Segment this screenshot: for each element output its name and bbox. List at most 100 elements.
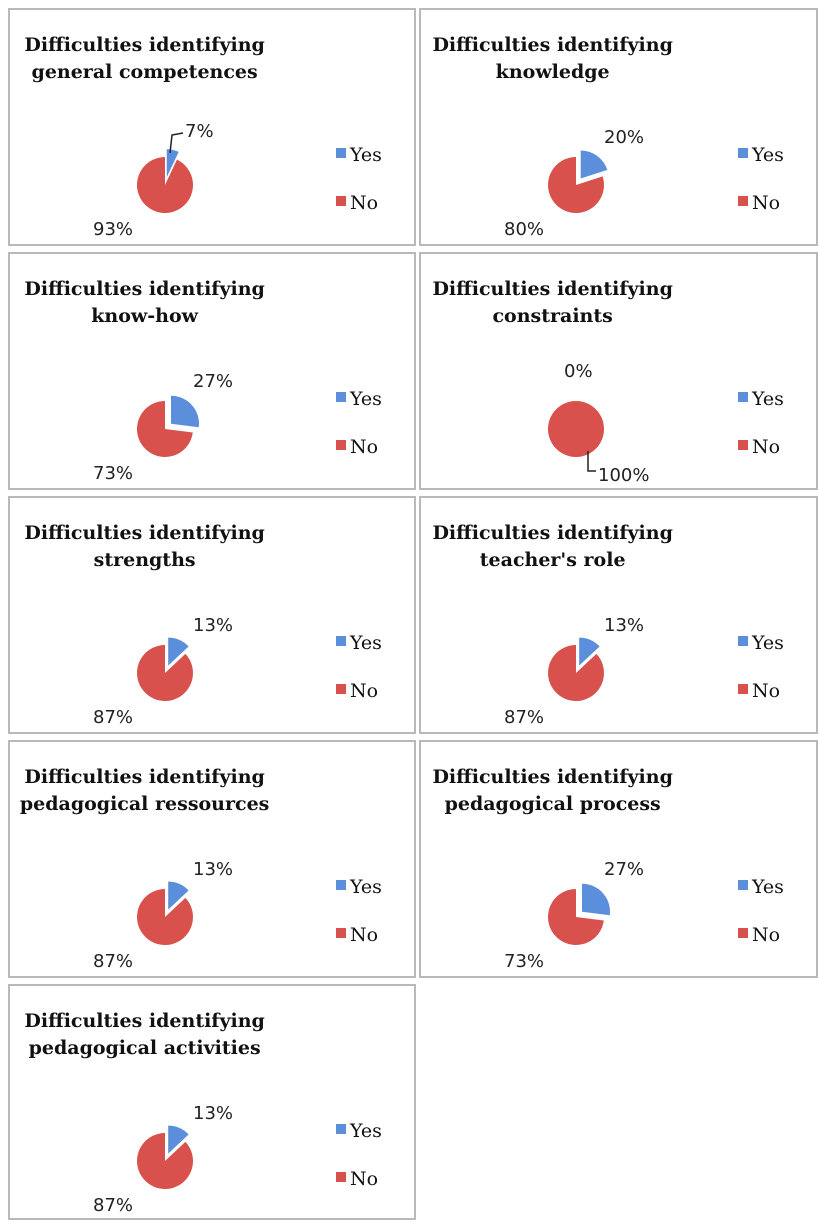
legend-swatch-yes	[738, 880, 748, 890]
pie-slice-yes	[579, 637, 600, 666]
pie-slice-no	[548, 157, 604, 213]
chart-panel-difficulties-identifying-know-how: Difficulties identifying know-how 27% 73% Y…	[8, 252, 416, 490]
chart-title: Difficulties identifying teacher's role	[432, 522, 673, 571]
legend-swatch-no	[336, 928, 346, 938]
legend-swatch-no	[336, 684, 346, 694]
pie-slice-yes	[168, 881, 189, 910]
legend-swatch-yes	[336, 1124, 346, 1134]
chart-panel-difficulties-identifying-constraints: Difficulties identifying constraints 0% 10…	[419, 252, 818, 490]
legend-label-yes: Yes	[349, 1120, 382, 1142]
legend-swatch-yes	[336, 148, 346, 158]
pie-slice-no	[137, 401, 193, 457]
legend-label-yes: Yes	[349, 876, 382, 898]
pie-chart: 27% 73% Yes No	[504, 859, 784, 972]
legend-swatch-yes	[336, 880, 346, 890]
pie-chart: 27% 73% Yes No	[93, 371, 382, 484]
pie-slice-no	[137, 889, 193, 945]
data-label-yes: 20%	[604, 127, 644, 148]
pie-slice-yes	[166, 149, 179, 178]
pie-slice-yes	[582, 883, 611, 916]
legend-label-no: No	[752, 680, 780, 702]
pie-chart: 13% 87% Yes No	[93, 615, 382, 728]
pie-slice-yes	[168, 637, 189, 666]
legend-swatch-yes	[738, 636, 748, 646]
legend-label-no: No	[752, 924, 780, 946]
data-label-yes: 0%	[564, 361, 593, 382]
legend-swatch-yes	[336, 636, 346, 646]
legend-label-yes: Yes	[751, 632, 784, 654]
pie-slice-no	[548, 401, 604, 457]
data-label-no: 87%	[93, 951, 133, 972]
data-label-yes: 27%	[604, 859, 644, 880]
pie-slice-no	[548, 889, 604, 945]
pie-chart: 0% 100% Yes No	[548, 361, 784, 486]
legend-label-no: No	[350, 1168, 378, 1190]
data-label-yes: 13%	[193, 1103, 233, 1124]
chart-panel-difficulties-identifying-pedagogical-process: Difficulties identifying pedagogical pro…	[419, 740, 818, 978]
legend-swatch-yes	[738, 392, 748, 402]
pie-chart: 20% 80% Yes No	[504, 127, 784, 240]
chart-title: Difficulties identifying constraints	[432, 278, 673, 327]
legend-swatch-no	[738, 196, 748, 206]
data-label-yes: 13%	[604, 615, 644, 636]
pie-chart: 13% 87% Yes No	[93, 859, 382, 972]
pie-chart: 13% 87% Yes No	[93, 1103, 382, 1216]
chart-panel-difficulties-identifying-pedagogical-ressources: Difficulties identifying pedagogical res…	[8, 740, 416, 978]
legend-label-no: No	[350, 436, 378, 458]
chart-panel-difficulties-identifying-pedagogical-activities: Difficulties identifying pedagogical act…	[8, 984, 416, 1220]
legend-label-yes: Yes	[349, 632, 382, 654]
legend-label-yes: Yes	[751, 388, 784, 410]
legend-label-yes: Yes	[751, 876, 784, 898]
pie-slice-no	[548, 645, 604, 701]
legend-swatch-no	[738, 440, 748, 450]
legend-label-yes: Yes	[349, 388, 382, 410]
chart-title: Difficulties identifying know-how	[24, 278, 265, 327]
pie-chart: 13% 87% Yes No	[504, 615, 784, 728]
pie-slice-yes	[168, 1125, 189, 1154]
chart-panel-difficulties-identifying-knowledge: Difficulties identifying knowledge 20% 80%…	[419, 8, 818, 246]
pie-slice-no	[136, 157, 193, 213]
data-label-no: 80%	[504, 219, 544, 240]
chart-title: Difficulties identifying pedagogical pro…	[432, 766, 673, 815]
data-label-yes: 7%	[185, 121, 214, 142]
legend-label-yes: Yes	[751, 144, 784, 166]
pie-slice-yes	[171, 395, 200, 428]
data-label-yes: 13%	[193, 615, 233, 636]
chart-panel-difficulties-identifying-teacher-s-role: Difficulties identifying teacher's role 1…	[419, 496, 818, 734]
data-label-no: 87%	[93, 1195, 133, 1216]
legend-swatch-no	[336, 196, 346, 206]
chart-title: Difficulties identifying pedagogical res…	[19, 766, 270, 815]
data-label-no: 100%	[598, 465, 649, 486]
data-label-no: 73%	[93, 463, 133, 484]
legend-swatch-no	[738, 684, 748, 694]
data-label-no: 87%	[93, 707, 133, 728]
chart-title: Difficulties identifying general compete…	[24, 34, 265, 83]
data-label-yes: 13%	[193, 859, 233, 880]
data-label-no: 93%	[93, 219, 133, 240]
pie-slice-yes	[580, 150, 608, 179]
legend-label-no: No	[752, 192, 780, 214]
legend-swatch-no	[738, 928, 748, 938]
data-label-yes: 27%	[193, 371, 233, 392]
data-label-no: 73%	[504, 951, 544, 972]
chart-title: Difficulties identifying pedagogical act…	[24, 1010, 265, 1059]
legend-label-no: No	[752, 436, 780, 458]
legend-swatch-yes	[336, 392, 346, 402]
pie-slice-no	[137, 1133, 193, 1189]
pie-slice-no	[137, 645, 193, 701]
chart-panel-difficulties-identifying-general-competences: Difficulties identifying general compete…	[8, 8, 416, 246]
legend-label-no: No	[350, 680, 378, 702]
chart-title: Difficulties identifying strengths	[24, 522, 265, 571]
legend-label-yes: Yes	[349, 144, 382, 166]
legend-label-no: No	[350, 924, 378, 946]
label-leader-line	[587, 451, 596, 472]
legend-swatch-yes	[738, 148, 748, 158]
legend-swatch-no	[336, 440, 346, 450]
legend-swatch-no	[336, 1172, 346, 1182]
chart-panel-difficulties-identifying-strengths: Difficulties identifying strengths 13% 87%…	[8, 496, 416, 734]
data-label-no: 87%	[504, 707, 544, 728]
pie-chart: 7% 93% Yes No	[93, 121, 382, 240]
chart-title: Difficulties identifying knowledge	[432, 34, 673, 83]
label-leader-line	[169, 132, 184, 154]
legend-label-no: No	[350, 192, 378, 214]
